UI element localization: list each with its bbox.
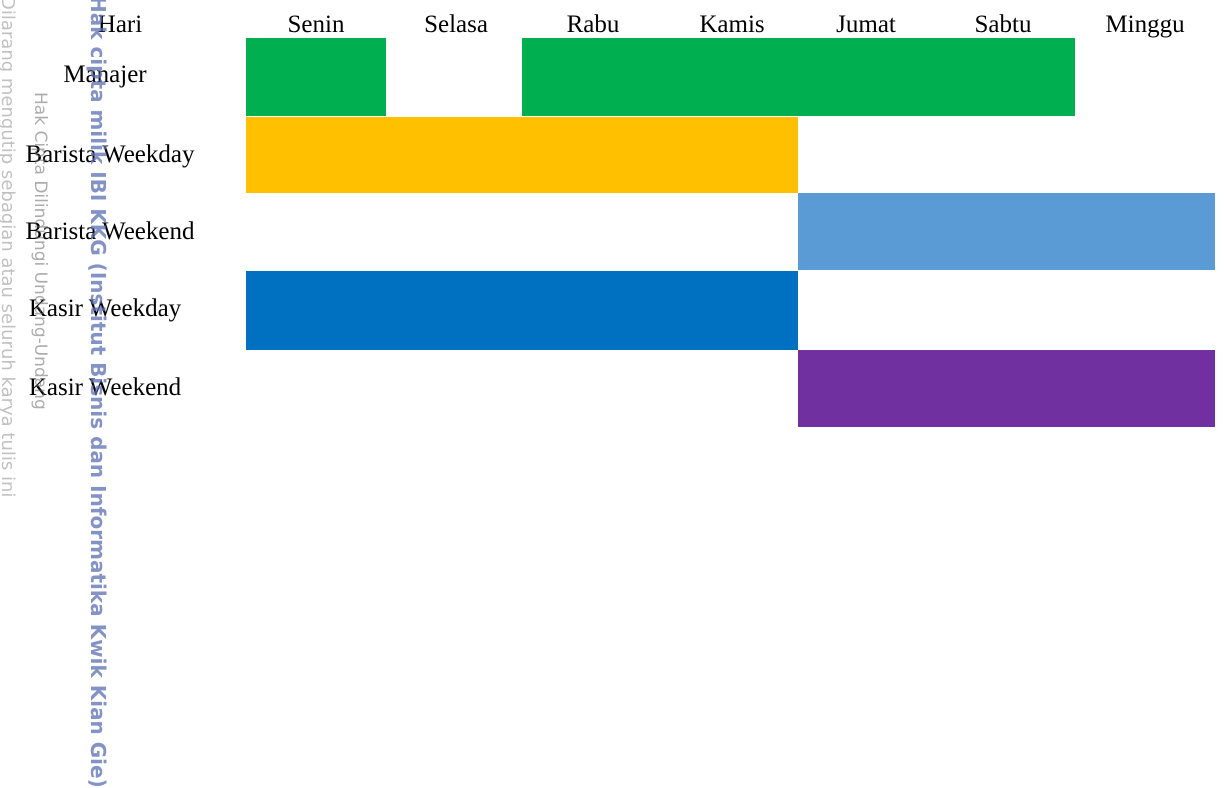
weekly-shift-schedule: Hari Senin Selasa Rabu Kamis Jumat Sabtu Mingg… — [25, 11, 1215, 427]
shift-bar-kasir-weekend-1 — [798, 350, 1215, 427]
day-label-rabu: Rabu — [566, 11, 620, 38]
day-label-selasa: Selasa — [424, 11, 488, 38]
shift-bar-barista-weekend-1 — [798, 193, 1215, 270]
role-label-kasir-weekday: Kasir Weekday — [28, 295, 182, 322]
day-label-kamis: Kamis — [699, 11, 765, 38]
shift-bar-kasir-weekday-1 — [246, 271, 798, 350]
role-label-barista-weekend: Barista Weekend — [25, 218, 195, 245]
role-label-barista-weekday: Barista Weekday — [25, 141, 195, 168]
shift-bar-manajer-2 — [522, 38, 1075, 116]
day-label-sabtu: Sabtu — [974, 11, 1032, 38]
header-day-label: Hari — [97, 11, 143, 38]
shift-bar-manajer-1 — [246, 38, 386, 116]
role-label-kasir-weekend: Kasir Weekend — [28, 374, 182, 401]
shift-bar-barista-weekday-1 — [246, 117, 798, 193]
day-label-jumat: Jumat — [836, 11, 896, 38]
role-label-manajer: Manajer — [63, 61, 147, 88]
day-label-minggu: Minggu — [1105, 11, 1185, 38]
day-label-senin: Senin — [287, 11, 345, 38]
